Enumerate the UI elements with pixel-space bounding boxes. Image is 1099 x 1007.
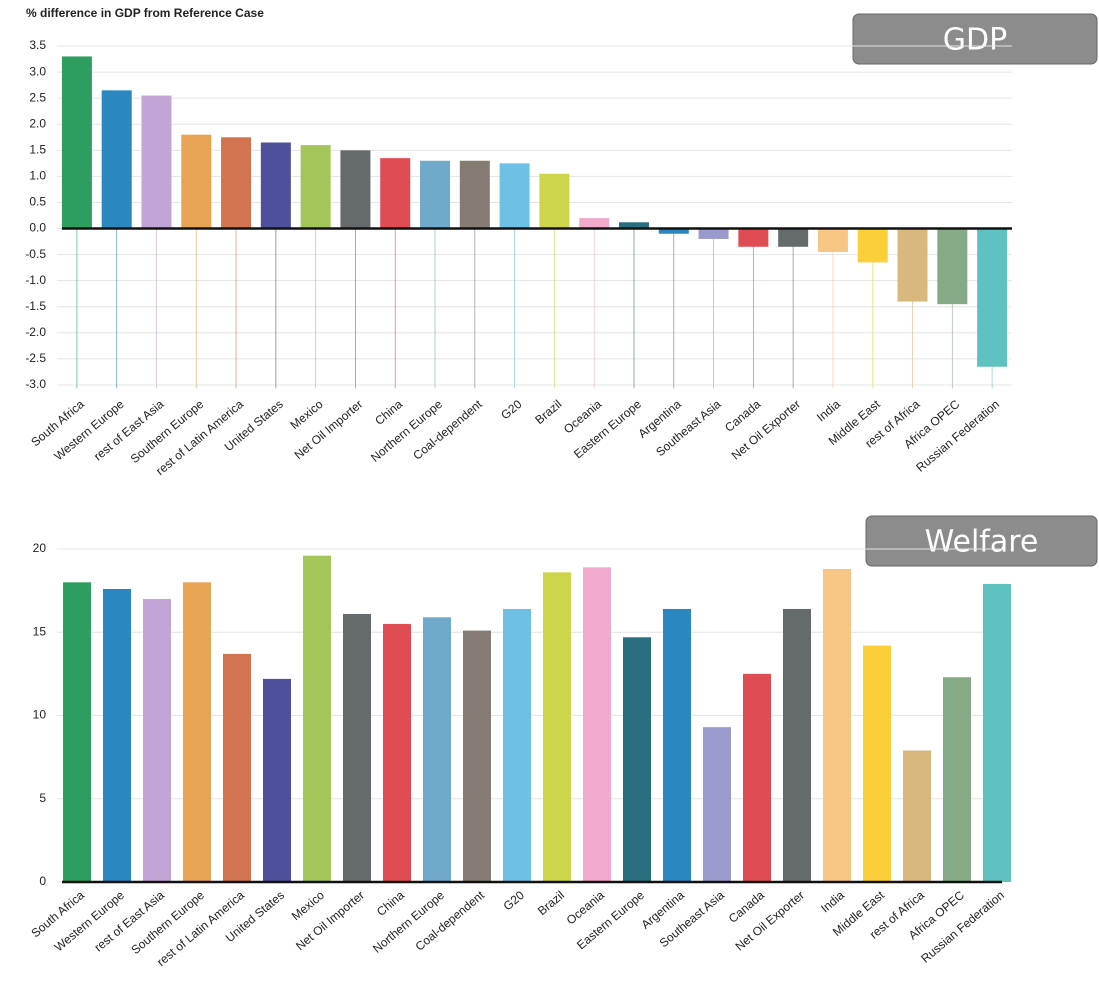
y-tick-label: -2.5 [25, 351, 46, 365]
y-tick-label: 0.5 [29, 195, 46, 209]
bar [463, 630, 491, 882]
bar [897, 228, 928, 302]
y-tick-label: 5 [39, 791, 46, 805]
bar [823, 569, 851, 882]
y-tick-label: 15 [33, 624, 47, 638]
bar [380, 158, 411, 229]
y-tick-label: 0 [39, 874, 46, 888]
bar [181, 134, 212, 229]
bar [263, 678, 291, 882]
bar [221, 137, 252, 229]
bar [340, 150, 371, 229]
x-tick-label: G20 [501, 888, 528, 914]
x-tick-label: Western Europe [51, 397, 127, 464]
bar [539, 173, 570, 229]
bar [743, 673, 771, 882]
bar [943, 677, 971, 882]
y-tick-label: 3.0 [29, 64, 46, 78]
bar [303, 555, 331, 882]
bar [300, 145, 331, 229]
x-tick-label: Net Oil Importer [292, 397, 366, 462]
x-tick-label: Northern Europe [368, 397, 445, 465]
bar [423, 617, 451, 882]
x-tick-label: Eastern Europe [574, 888, 647, 953]
bar [503, 608, 531, 882]
y-tick-label: 20 [33, 541, 47, 555]
x-tick-label: India [814, 397, 843, 425]
bar [223, 653, 251, 882]
badge [852, 13, 1098, 65]
bar [103, 588, 131, 882]
y-tick-label: 3.5 [29, 38, 46, 52]
bar [903, 750, 931, 882]
bar [383, 623, 411, 882]
bar [260, 142, 291, 229]
y-tick-label: 2.5 [29, 90, 46, 104]
bar [623, 637, 651, 882]
y-tick-label: 1.5 [29, 142, 46, 156]
x-tick-label: Net Oil Importer [293, 888, 367, 953]
bar [658, 228, 689, 234]
badge [865, 515, 1098, 567]
bar [738, 228, 769, 247]
y-tick-label: -2.0 [25, 325, 46, 339]
x-tick-label: Northern Europe [370, 888, 447, 956]
y-tick-label: -0.5 [25, 247, 46, 261]
bar [141, 95, 172, 229]
x-tick-label: G20 [498, 397, 525, 423]
badge-text: GDP [943, 23, 1007, 58]
x-tick-label: Coal-dependent [413, 888, 488, 954]
y-tick-label: 2.0 [29, 116, 46, 130]
y-tick-label: -1.0 [25, 273, 46, 287]
bar [663, 608, 691, 882]
bar [778, 228, 809, 247]
bar [183, 582, 211, 882]
x-tick-label: Brazil [535, 888, 567, 918]
y-tick-label: -3.0 [25, 377, 46, 391]
bar [857, 228, 888, 263]
bar [61, 56, 92, 229]
bar [143, 598, 171, 882]
bar [783, 608, 811, 882]
x-tick-label: Brazil [532, 397, 564, 427]
x-tick-label: Eastern Europe [571, 397, 644, 462]
bar [63, 582, 91, 882]
bar [459, 160, 490, 229]
bar [583, 567, 611, 882]
bar [499, 163, 530, 229]
badge-text: Welfare [925, 525, 1039, 560]
x-tick-label: Net Oil Exporter [729, 397, 803, 463]
x-tick-label: Western Europe [52, 888, 128, 955]
y-tick-label: 1.0 [29, 169, 46, 183]
bar [420, 160, 451, 229]
x-tick-label: China [374, 888, 407, 919]
bar [101, 90, 132, 229]
x-tick-label: China [372, 397, 405, 428]
chart-title: % difference in GDP from Reference Case [26, 6, 264, 20]
bar [343, 613, 371, 882]
bar [543, 572, 571, 882]
y-tick-label: 0.0 [29, 221, 46, 235]
bar [703, 727, 731, 882]
bar [579, 218, 610, 229]
bar [937, 228, 968, 305]
y-tick-label: 10 [33, 708, 47, 722]
bar [698, 228, 729, 239]
x-tick-label: Coal-dependent [410, 397, 485, 463]
x-tick-label: Net Oil Exporter [733, 888, 807, 954]
bar [817, 228, 848, 253]
x-tick-label: India [818, 888, 847, 916]
bar [618, 222, 649, 229]
bar [977, 228, 1008, 367]
y-tick-label: -1.5 [25, 299, 46, 313]
bar [983, 583, 1011, 882]
bar [863, 645, 891, 882]
